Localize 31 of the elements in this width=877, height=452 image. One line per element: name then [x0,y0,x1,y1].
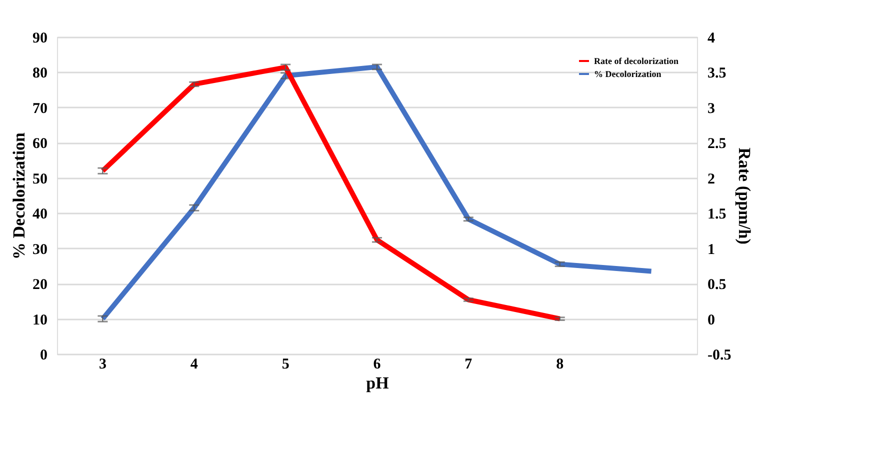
x-tick-label: 7 [464,356,473,372]
y-axis-title: % Decolorization [10,132,28,260]
y-tick-label: 70 [32,100,48,117]
y2-tick-label: 0.5 [708,277,726,294]
x-tick-label: 8 [556,356,564,372]
x-tick-label: 5 [282,356,290,372]
y-tick-label: 40 [32,206,48,223]
y-tick-label: 80 [32,66,48,82]
legend-label: % Decolorization [594,69,662,79]
y2-tick-label: 3.5 [708,66,726,82]
y-tick-label: 20 [32,277,48,294]
x-tick-label: 3 [98,356,106,372]
y2-tick-label: 1 [708,242,715,258]
legend-label: Rate of decolorization [594,56,678,66]
y2-tick-label: 4 [708,30,716,46]
y2-tick-label: 2.5 [708,136,726,152]
y-tick-label: 30 [32,242,48,258]
y-tick-label: 90 [32,30,48,46]
y2-tick-label: -0.5 [708,348,732,364]
x-axis-title: pH [366,374,389,392]
y2-tick-label: 2 [708,171,715,188]
x-tick-label: 6 [373,356,382,372]
y2-tick-label: 1.5 [708,206,726,223]
y-tick-label: 50 [32,171,48,188]
y2-tick-label: 0 [708,312,715,328]
y2-tick-label: 3 [708,100,715,117]
y2-axis-title: Rate (ppm/h) [735,148,754,244]
x-tick-label: 4 [190,356,198,372]
y-tick-label: 60 [32,136,48,152]
y-tick-label: 0 [40,348,48,364]
y-tick-label: 10 [32,312,48,328]
